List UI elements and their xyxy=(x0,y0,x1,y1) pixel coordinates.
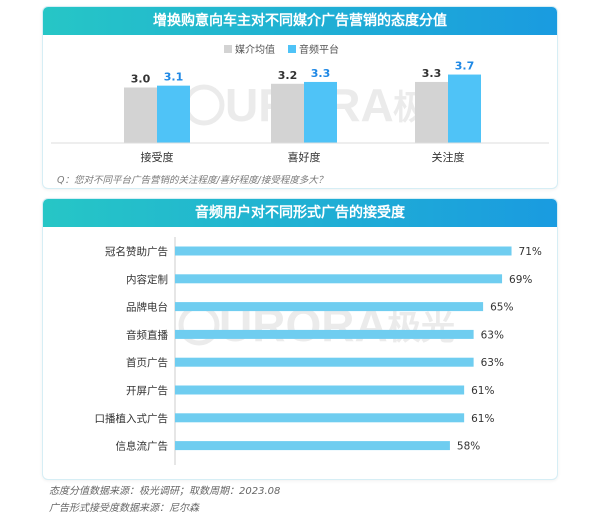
attitude-score-panel: 增换购意向车主对不同媒介广告营销的态度分值 URORA 极光 媒介均值 音频平台… xyxy=(42,6,558,189)
ad-acceptance-panel: 音频用户对不同形式广告的接受度 URORA 极光 冠名赞助广告 71% 内容定制 69… xyxy=(42,198,558,480)
ad-acceptance-title: 音频用户对不同形式广告的接受度 xyxy=(43,199,557,227)
attitude-score-title: 增换购意向车主对不同媒介广告营销的态度分值 xyxy=(43,7,557,35)
ad-acceptance-chart: URORA 极光 冠名赞助广告 71%内容定制 69%品牌电台 65%音频直播 63%首… xyxy=(95,237,542,465)
hbar-category-label-3: 音频直播 xyxy=(126,328,168,341)
value-label-media-average-2: 3.3 xyxy=(422,67,442,80)
hbar-value-label-6: 61% xyxy=(471,413,494,425)
hbar-category-label-4: 首页广告 xyxy=(126,356,168,369)
legend-label-media-average: 媒介均值 xyxy=(235,43,275,56)
attitude-score-chart: URORA 极光 媒介均值 音频平台 3.03.1接受度3.23.3喜好度3.3… xyxy=(51,43,549,164)
hbar-category-label-0: 冠名赞助广告 xyxy=(105,245,168,258)
hbar-4 xyxy=(175,357,474,367)
hbar-value-label-3: 63% xyxy=(481,329,504,341)
legend-swatch-audio-platform xyxy=(288,45,296,53)
hbar-category-label-7: 信息流广告 xyxy=(116,440,169,453)
bar-media-average-2 xyxy=(415,81,448,143)
bar-audio-platform-1 xyxy=(304,81,337,143)
hbar-3 xyxy=(175,329,474,339)
value-label-audio-platform-0: 3.1 xyxy=(164,71,184,84)
chart-legend: 媒介均值 音频平台 xyxy=(224,43,339,56)
hbar-1 xyxy=(175,274,503,284)
legend-label-audio-platform: 音频平台 xyxy=(299,43,339,56)
hbar-category-label-2: 品牌电台 xyxy=(126,301,168,314)
bar-audio-platform-2 xyxy=(448,74,481,143)
bar-media-average-0 xyxy=(124,87,157,143)
hbar-0 xyxy=(175,246,512,256)
hbar-6 xyxy=(175,413,465,423)
value-label-audio-platform-2: 3.7 xyxy=(455,60,475,73)
hbar-value-label-7: 58% xyxy=(457,441,480,453)
value-label-audio-platform-1: 3.3 xyxy=(311,67,331,80)
category-label-2: 关注度 xyxy=(432,150,465,164)
category-label-1: 喜好度 xyxy=(288,150,321,164)
hbar-value-label-0: 71% xyxy=(519,246,542,258)
hbar-category-label-6: 口播植入式广告 xyxy=(95,412,169,425)
watermark-cn: 极光 xyxy=(387,309,455,347)
hbar-2 xyxy=(175,302,484,312)
watermark-ring xyxy=(183,84,225,126)
value-label-media-average-1: 3.2 xyxy=(278,69,298,82)
survey-question: Q：您对不同平台广告营销的关注程度/喜好程度/接受程度多大？ xyxy=(57,175,328,186)
hbar-value-label-4: 63% xyxy=(481,357,504,369)
footnote-acceptance-source: 广告形式接受度数据来源：尼尔森 xyxy=(49,503,199,514)
bar-media-average-1 xyxy=(271,83,304,143)
legend-swatch-media-average xyxy=(224,45,232,53)
hbar-value-label-2: 65% xyxy=(490,302,513,314)
hbar-category-label-5: 开屏广告 xyxy=(126,384,168,397)
bar-audio-platform-0 xyxy=(157,85,190,143)
footnote-attitude-source: 态度分值数据来源：极光调研；取数周期：2023.08 xyxy=(49,486,281,497)
hbar-category-label-1: 内容定制 xyxy=(126,273,168,286)
hbar-value-label-1: 69% xyxy=(509,274,532,286)
hbar-5 xyxy=(175,385,465,395)
value-label-media-average-0: 3.0 xyxy=(131,73,151,86)
category-label-0: 接受度 xyxy=(141,150,174,164)
hbar-7 xyxy=(175,441,450,451)
hbar-value-label-5: 61% xyxy=(471,385,494,397)
